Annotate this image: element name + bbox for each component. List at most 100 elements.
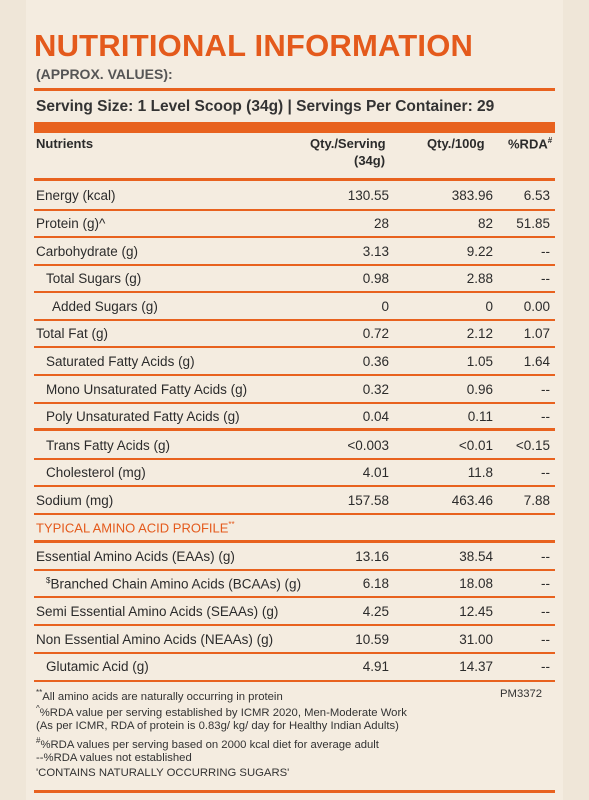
divider-thick [34, 122, 555, 133]
footnote-not-established: --%RDA values not established [36, 752, 192, 764]
row-per100: <0.01 [458, 438, 493, 453]
table-row: Saturated Fatty Acids (g) 0.36 1.05 1.64 [34, 348, 555, 375]
row-rda: -- [541, 549, 550, 564]
row-rda: -- [541, 271, 550, 286]
amino-section-label: TYPICAL AMINO ACID PROFILE [36, 520, 229, 536]
amino-section-title: TYPICAL AMINO ACID PROFILE** [36, 520, 235, 535]
row-label: Glutamic Acid (g) [46, 659, 149, 674]
row-rda: 0.00 [523, 299, 550, 314]
divider-footer [34, 790, 555, 793]
serving-info: Serving Size: 1 Level Scoop (34g) | Serv… [36, 98, 495, 115]
row-per100: 9.22 [466, 244, 493, 259]
row-serving: 3.13 [362, 244, 389, 259]
header-rda-label: %RDA [508, 136, 548, 152]
row-serving: 13.16 [355, 549, 389, 564]
footnote-protein-rda: ^%RDA value per serving established by I… [36, 704, 407, 719]
row-label: Trans Fatty Acids (g) [46, 438, 171, 453]
row-label: Cholesterol (mg) [46, 465, 146, 480]
row-rda: -- [541, 465, 550, 480]
row-label: Saturated Fatty Acids (g) [46, 354, 195, 369]
header-per-serving-label: Qty./Serving [310, 136, 386, 151]
footnote-amino: **All amino acids are naturally occurrin… [36, 688, 283, 703]
table-row: Carbohydrate (g) 3.13 9.22 -- [34, 238, 555, 265]
row-per100: 14.37 [459, 659, 493, 674]
table-row: Trans Fatty Acids (g) <0.003 <0.01 <0.15 [34, 432, 555, 459]
row-divider [34, 402, 555, 404]
footnote-text: %RDA values per serving based on 2000 kc… [40, 738, 379, 751]
amino-section-mark: ** [228, 520, 235, 529]
table-row: Mono Unsaturated Fatty Acids (g) 0.32 0.… [34, 376, 555, 403]
row-per100: 31.00 [459, 632, 493, 647]
row-divider [34, 209, 555, 211]
row-serving: <0.003 [347, 438, 389, 453]
table-row: Energy (kcal) 130.55 383.96 6.53 [34, 182, 555, 209]
row-serving: 4.01 [362, 465, 389, 480]
page-subtitle: (APPROX. VALUES): [36, 66, 173, 82]
row-mark: $ [46, 576, 51, 585]
table-row: Total Sugars (g) 0.98 2.88 -- [34, 265, 555, 292]
row-per100: 2.12 [466, 326, 493, 341]
divider-header [34, 178, 555, 181]
row-divider [34, 652, 555, 654]
footnote-mark: ** [36, 688, 43, 697]
footnote-text: All amino acids are naturally occurring … [42, 690, 283, 703]
row-rda: -- [541, 604, 550, 619]
row-divider [34, 236, 555, 238]
row-rda: -- [541, 576, 550, 591]
row-label: Non Essential Amino Acids (NEAAs) (g) [36, 632, 274, 647]
row-rda: -- [541, 409, 550, 424]
row-serving: 0.04 [362, 409, 389, 424]
row-per100: 1.05 [466, 354, 493, 369]
row-serving: 10.59 [355, 632, 389, 647]
row-divider [34, 596, 555, 598]
footnote-sugars: 'CONTAINS NATURALLY OCCURRING SUGARS' [36, 767, 290, 779]
row-serving: 0.72 [362, 326, 389, 341]
row-label: Carbohydrate (g) [36, 244, 139, 259]
page-title: NUTRITIONAL INFORMATION [34, 28, 474, 63]
row-label: Protein (g)^ [36, 216, 106, 231]
row-serving: 0 [381, 299, 389, 314]
row-serving: 0.32 [362, 382, 389, 397]
footnote-mark: # [36, 736, 41, 745]
row-divider [34, 374, 555, 376]
row-label: Energy (kcal) [36, 188, 116, 203]
row-per100: 38.54 [459, 549, 493, 564]
row-per100: 463.46 [451, 493, 493, 508]
footnote-icmr: (As per ICMR, RDA of protein is 0.83g/ k… [36, 720, 399, 732]
row-label: Mono Unsaturated Fatty Acids (g) [46, 382, 248, 397]
row-rda: -- [541, 244, 550, 259]
footnote-rda-basis: #%RDA values per serving based on 2000 k… [36, 736, 379, 751]
row-divider [34, 264, 555, 266]
row-rda: 7.88 [523, 493, 550, 508]
row-per100: 0 [485, 299, 493, 314]
row-divider [34, 458, 555, 460]
row-rda: -- [541, 659, 550, 674]
row-label: Essential Amino Acids (EAAs) (g) [36, 549, 235, 564]
row-label: Total Fat (g) [36, 326, 109, 341]
header-per-100g: Qty./100g [427, 136, 485, 151]
row-divider [34, 485, 555, 487]
row-rda: -- [541, 632, 550, 647]
row-rda: 1.64 [523, 354, 550, 369]
product-code: PM3372 [500, 688, 543, 700]
table-row: Protein (g)^ 28 82 51.85 [34, 210, 555, 237]
row-rda: 51.85 [516, 216, 550, 231]
divider-bottom [34, 680, 555, 682]
row-divider [34, 346, 555, 348]
row-per100: 11.8 [467, 465, 493, 480]
footnote-text: %RDA value per serving established by IC… [39, 706, 407, 719]
row-label: Poly Unsaturated Fatty Acids (g) [46, 409, 240, 424]
row-rda: <0.15 [515, 438, 550, 453]
row-label: Added Sugars (g) [52, 299, 158, 314]
row-rda: -- [541, 382, 550, 397]
row-per100: 12.45 [459, 604, 493, 619]
row-serving: 28 [373, 216, 389, 231]
divider-top [34, 88, 555, 91]
table-row: Cholesterol (mg) 4.01 11.8 -- [34, 459, 555, 486]
row-per100: 82 [477, 216, 493, 231]
row-divider [34, 569, 555, 571]
table-row: Poly Unsaturated Fatty Acids (g) 0.04 0.… [34, 403, 555, 430]
row-per100: 383.96 [451, 188, 493, 203]
table-row: $Branched Chain Amino Acids (BCAAs) (g) … [34, 570, 555, 597]
header-per-serving: Qty./Serving (34g) [310, 136, 386, 168]
